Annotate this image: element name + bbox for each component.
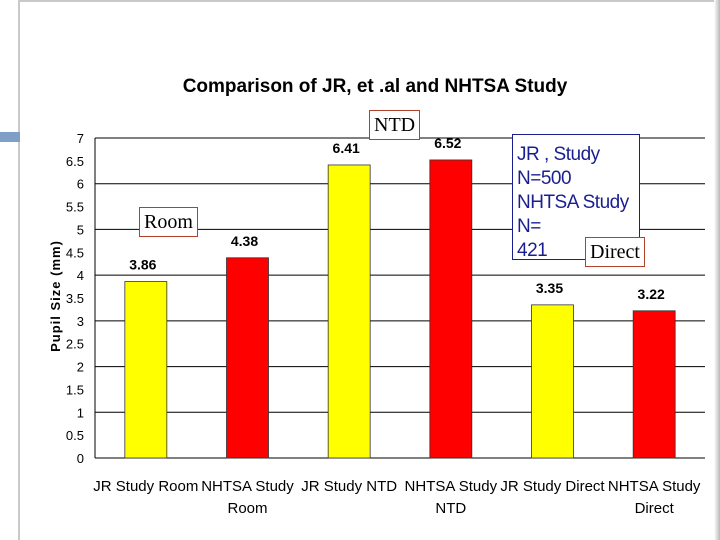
y-tick-label: 5 [77, 222, 84, 237]
y-tick-label: 2 [77, 360, 84, 375]
data-label: 6.52 [434, 135, 461, 151]
data-label: 4.38 [231, 233, 258, 249]
x-tick-label: NHTSA Study [608, 478, 701, 495]
y-tick-label: 0 [77, 451, 84, 466]
y-tick-label: 7 [77, 131, 84, 146]
legend-line: 421 [517, 240, 548, 261]
slide-right-shadow [714, 0, 720, 540]
slide-accent-tab [0, 132, 20, 142]
x-tick-label: JR Study Direct [500, 478, 605, 495]
y-tick-label: 0.5 [66, 428, 84, 443]
slide-frame-top [18, 0, 720, 2]
x-tick-label: Direct [635, 500, 675, 517]
x-tick-label: NHTSA Study [201, 478, 294, 495]
bar [429, 159, 473, 459]
bar [632, 310, 676, 459]
x-tick-label: Room [227, 500, 267, 517]
y-tick-label: 1.5 [66, 382, 84, 397]
bar [327, 164, 371, 459]
y-tick-label: 6 [77, 177, 84, 192]
y-tick-label: 3 [77, 314, 84, 329]
data-label: 3.22 [638, 286, 665, 302]
x-tick-label: JR Study NTD [301, 478, 397, 495]
legend-box: JR , Study N=500 NHTSA Study N= 421 [512, 134, 640, 261]
annotation-ntd: NTD [369, 110, 421, 140]
data-label: 6.41 [333, 140, 360, 156]
data-label: 3.86 [129, 257, 156, 273]
slide-frame-left [18, 0, 20, 540]
y-tick-label: 4.5 [66, 245, 84, 260]
data-label: 3.35 [536, 280, 563, 296]
y-tick-label: 5.5 [66, 200, 84, 215]
annotation-direct: Direct [585, 237, 645, 267]
annotation-room: Room [139, 207, 198, 237]
x-tick-label: NHTSA Study [405, 478, 498, 495]
y-tick-label: 1 [77, 405, 84, 420]
y-tick-label: 6.5 [66, 154, 84, 169]
legend-line: NHTSA Study N= [517, 192, 629, 237]
x-tick-label: JR Study Room [93, 478, 198, 495]
y-tick-label: 4 [77, 268, 84, 283]
legend-line: JR , Study N=500 [517, 144, 600, 189]
chart-title: Comparison of JR, et .al and NHTSA Study [183, 76, 568, 97]
y-tick-label: 3.5 [66, 291, 84, 306]
x-tick-label: NTD [435, 500, 466, 517]
bar [226, 257, 269, 459]
y-axis-label: Pupil Size (mm) [48, 240, 63, 352]
bar [124, 281, 168, 459]
bar [531, 304, 574, 459]
y-tick-label: 2.5 [66, 337, 84, 352]
